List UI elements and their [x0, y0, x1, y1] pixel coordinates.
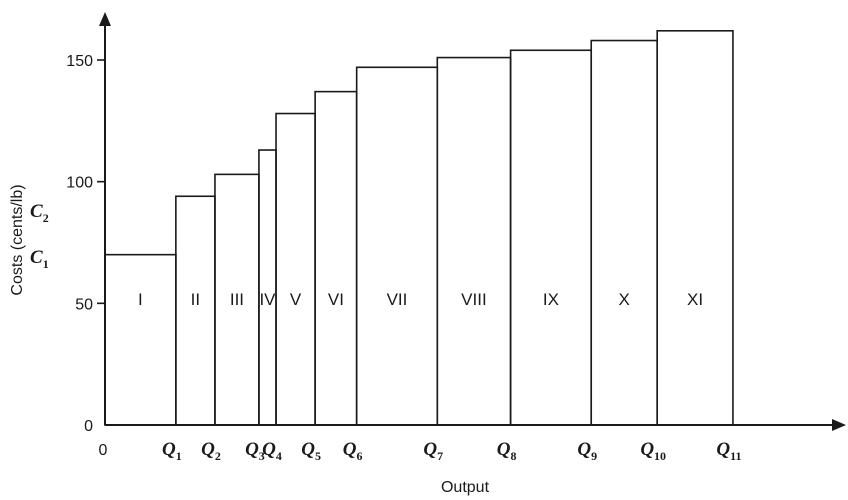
y-label-C2: C2 [30, 201, 49, 225]
bar-label-V: V [290, 290, 302, 309]
bar-label-XI: XI [687, 290, 703, 309]
y-axis-arrow [99, 12, 111, 26]
y-label-C1: C1 [30, 247, 49, 271]
x-label-Q9: Q9 [577, 439, 597, 463]
y-ticks-group: 0 50 100 150 [66, 53, 105, 435]
x-label-Q2: Q2 [201, 439, 221, 463]
axes-group [99, 12, 846, 431]
y-extra-labels-group: C2 C1 [30, 201, 49, 271]
bar-label-IV: IV [259, 290, 276, 309]
y-tick-label-0: 0 [84, 418, 93, 435]
x-label-Q10: Q10 [640, 439, 666, 463]
bar-label-VIII: VIII [461, 290, 487, 309]
x-axis-title: Output [441, 479, 490, 496]
y-tick-label-150: 150 [66, 53, 93, 70]
bar-label-VI: VI [328, 290, 344, 309]
x-axis-arrow [832, 419, 846, 431]
x-label-Q1: Q1 [162, 439, 182, 463]
x-label-Q6: Q6 [343, 439, 363, 463]
bar-label-IX: IX [543, 290, 559, 309]
x-label-Q11: Q11 [716, 439, 741, 463]
bar-XI [656, 29, 734, 426]
bar-VII [355, 66, 439, 426]
bar-VI [314, 90, 358, 426]
bar-VIII [436, 56, 512, 426]
bar-label-II: II [191, 290, 200, 309]
bar-IX [509, 49, 593, 426]
y-axis-title: Costs (cents/lb) [9, 184, 26, 295]
bar-I [104, 253, 177, 426]
x-label-Q4: Q4 [262, 439, 282, 463]
bar-II [175, 195, 216, 426]
bars-group [104, 29, 734, 426]
x-label-Q8: Q8 [497, 439, 517, 463]
x-label-Q7: Q7 [423, 439, 443, 463]
bar-label-X: X [619, 290, 630, 309]
x-label-Q5: Q5 [301, 439, 321, 463]
y-tick-label-50: 50 [75, 296, 93, 313]
bar-IV [258, 149, 277, 426]
bar-X [590, 39, 658, 426]
bar-label-VII: VII [387, 290, 408, 309]
bar-label-III: III [230, 290, 244, 309]
bar-labels-group: I II III IV V VI VII VIII IX X XI [138, 290, 703, 309]
x-origin-label: 0 [99, 442, 108, 459]
bar-label-I: I [138, 290, 143, 309]
y-tick-label-100: 100 [66, 175, 93, 192]
bar-V [275, 112, 316, 426]
